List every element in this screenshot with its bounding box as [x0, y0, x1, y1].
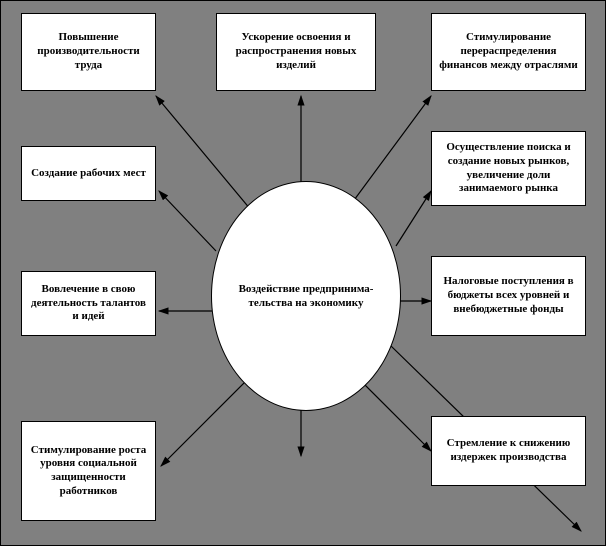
node-label: Повышение производительности труда	[28, 31, 149, 72]
diagram-canvas: Воздействие предпринима­тельства на экон…	[0, 0, 606, 546]
node-label: Вовлечение в свою деятельность талантов …	[28, 283, 149, 324]
node-jobs: Создание рабочих мест	[21, 146, 156, 201]
node-productivity: Повышение производительности труда	[21, 13, 156, 91]
node-new-markets: Осуществление поиска и создание новых ры…	[431, 131, 586, 206]
node-cost-reduction: Стремление к снижению издержек производс…	[431, 416, 586, 486]
node-finance-redistribution: Стимулирование перераспределения финансо…	[431, 13, 586, 91]
node-label: Осуществление поиска и создание новых ры…	[438, 141, 579, 196]
node-label: Стимулирование перераспределения финансо…	[438, 31, 579, 72]
node-talents: Вовлечение в свою деятельность талантов …	[21, 271, 156, 336]
center-label: Воздействие предпринима­тельства на экон…	[232, 282, 380, 311]
node-label: Создание рабочих мест	[31, 167, 146, 181]
node-label: Ускорение освоения и распространения нов…	[223, 31, 369, 72]
center-node: Воздействие предпринима­тельства на экон…	[211, 181, 401, 411]
node-label: Стимулирование роста уровня социальной з…	[28, 444, 149, 499]
node-new-products: Ускорение освоения и распространения нов…	[216, 13, 376, 91]
node-label: Налоговые поступления в бюджеты всех уро…	[438, 275, 579, 316]
node-label: Стремление к снижению издержек производс…	[438, 437, 579, 465]
node-social-protection: Стимулирование роста уровня социальной з…	[21, 421, 156, 521]
node-taxes: Налоговые поступления в бюджеты всех уро…	[431, 256, 586, 336]
